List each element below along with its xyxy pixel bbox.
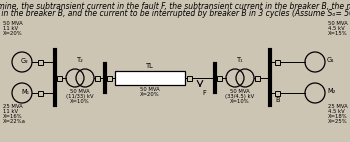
Bar (275, 60, 280, 65)
Bar (57, 76, 62, 81)
Text: 4.5 kV: 4.5 kV (328, 109, 345, 114)
Text: (11/33) kV: (11/33) kV (66, 94, 94, 99)
Text: T₂: T₂ (77, 57, 83, 63)
Text: 50 MVA: 50 MVA (140, 87, 160, 92)
Text: X=10%: X=10% (230, 99, 250, 104)
Text: M₁: M₁ (21, 89, 29, 95)
Text: G₁: G₁ (327, 57, 335, 63)
Text: X=16%: X=16% (3, 114, 23, 119)
Text: G₂: G₂ (21, 58, 29, 64)
Text: F: F (202, 90, 206, 96)
Text: X=10%: X=10% (70, 99, 90, 104)
Bar (255, 76, 260, 81)
Text: TL: TL (146, 63, 154, 69)
Text: 11 kV: 11 kV (3, 109, 18, 114)
Bar (38, 60, 43, 65)
Text: (33/4.5) kV: (33/4.5) kV (225, 94, 255, 99)
Text: 50 MVA: 50 MVA (230, 89, 250, 94)
Text: M₂: M₂ (327, 88, 335, 94)
Bar (217, 76, 222, 81)
Text: 25 MVA: 25 MVA (328, 104, 348, 109)
Text: X=25%: X=25% (328, 119, 348, 124)
Text: X=20%: X=20% (140, 92, 160, 97)
Text: current in the breaker B, and the current to be interrupted by breaker B in 3 cy: current in the breaker B, and the curren… (0, 9, 350, 18)
Bar (275, 91, 280, 96)
Text: 50 MVA: 50 MVA (70, 89, 90, 94)
Bar (38, 91, 43, 96)
Text: 25 MVA: 25 MVA (3, 104, 23, 109)
Text: T₁: T₁ (237, 57, 243, 63)
Text: 50 MVA: 50 MVA (328, 21, 348, 26)
Bar (115, 71, 185, 85)
Bar (107, 76, 112, 81)
Text: 4.5 kV: 4.5 kV (328, 26, 345, 31)
Text: 50 MVA: 50 MVA (3, 21, 23, 26)
Text: X=22%a: X=22%a (3, 119, 26, 124)
Text: X=15%: X=15% (328, 31, 348, 36)
Text: 11 kV: 11 kV (3, 26, 18, 31)
Text: B: B (275, 97, 280, 103)
Bar (187, 76, 192, 81)
Text: Q2: Determine, the subtransient current in the fault F, the subtransient current: Q2: Determine, the subtransient current … (0, 2, 350, 11)
Text: X=18%: X=18% (328, 114, 348, 119)
Bar (95, 76, 100, 81)
Text: X=20%: X=20% (3, 31, 23, 36)
